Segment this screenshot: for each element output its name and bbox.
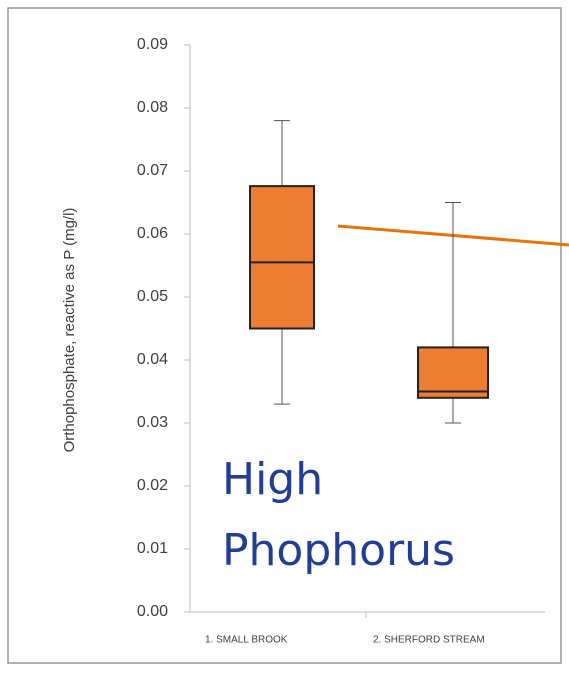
x-tick-label: 2. SHERFORD STREAM bbox=[373, 635, 485, 646]
y-axis-label: Orthophosphate, reactive as P (mg/l) bbox=[61, 208, 78, 453]
y-tick-label: 0.03 bbox=[137, 414, 168, 431]
y-tick-label: 0.07 bbox=[137, 162, 168, 179]
y-tick-label: 0.00 bbox=[137, 603, 168, 620]
y-tick-label: 0.08 bbox=[137, 99, 168, 116]
y-tick-label: 0.05 bbox=[137, 288, 168, 305]
y-tick-label: 0.06 bbox=[137, 225, 168, 242]
x-tick-label: 1. SMALL BROOK bbox=[205, 635, 288, 646]
box bbox=[417, 346, 489, 399]
frame bbox=[7, 7, 562, 664]
y-tick-label: 0.02 bbox=[137, 477, 168, 494]
y-tick-label: 0.09 bbox=[137, 36, 168, 53]
annotation: High bbox=[222, 454, 323, 505]
y-tick-label: 0.04 bbox=[137, 351, 168, 368]
box bbox=[249, 185, 315, 330]
y-tick-label: 0.01 bbox=[137, 540, 168, 557]
annotation: Phophorus bbox=[222, 525, 455, 576]
